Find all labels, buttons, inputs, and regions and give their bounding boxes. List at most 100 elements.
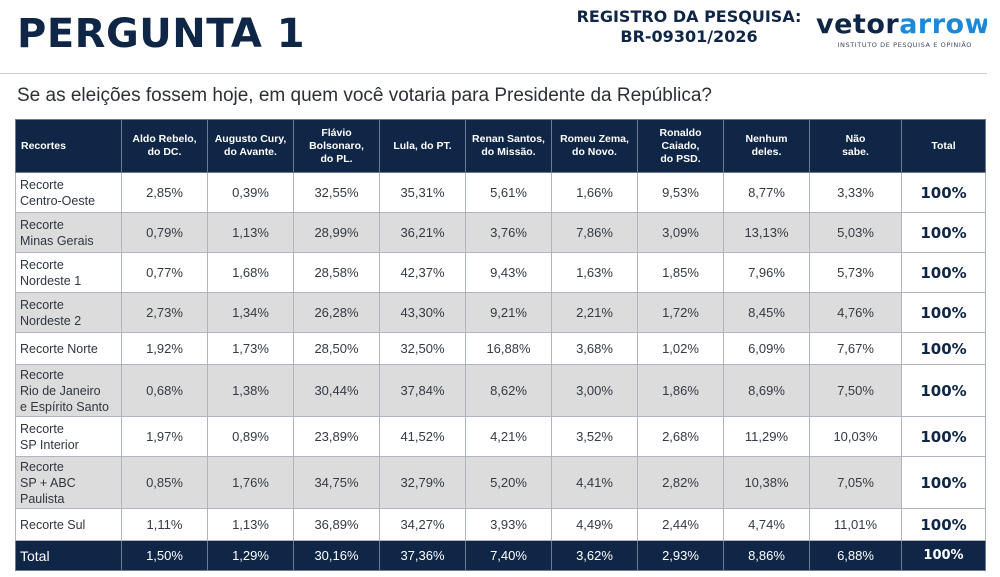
value-cell: 1,66% — [551, 172, 638, 213]
value-cell: 32,50% — [379, 332, 466, 365]
table-row: Recorte SP Interior 1,97% 0,89% 23,89% 41,52… — [15, 416, 986, 457]
column-header: Não sabe. — [809, 119, 902, 173]
column-header: Nenhum deles. — [723, 119, 810, 173]
row-label: Recorte Rio de Janeiro e Espírito Santo — [15, 364, 122, 417]
footer-value-cell: 37,36% — [379, 540, 466, 571]
value-cell: 1,85% — [637, 252, 724, 293]
value-cell: 4,21% — [465, 416, 552, 457]
results-table: Recortes Aldo Rebelo, do DC. Augusto Cury,… — [15, 119, 986, 571]
page-title: PERGUNTA 1 — [17, 11, 306, 57]
column-header: Augusto Cury, do Avante. — [207, 119, 294, 173]
value-cell: 1,72% — [637, 292, 724, 333]
value-cell: 1,13% — [207, 212, 294, 253]
value-cell: 1,34% — [207, 292, 294, 333]
question-text: Se as eleições fossem hoje, em quem você… — [17, 85, 712, 106]
value-cell: 43,30% — [379, 292, 466, 333]
value-cell: 0,77% — [121, 252, 208, 293]
total-cell: 100% — [901, 416, 986, 457]
total-cell: 100% — [901, 508, 986, 541]
footer-value-cell: 1,29% — [207, 540, 294, 571]
value-cell: 5,03% — [809, 212, 902, 253]
total-cell: 100% — [901, 252, 986, 293]
value-cell: 9,53% — [637, 172, 724, 213]
page-edge — [987, 0, 1000, 577]
vetorarrow-logo: vetorarrow INSTITUTO DE PESQUISA E OPINI… — [816, 9, 991, 50]
value-cell: 1,97% — [121, 416, 208, 457]
footer-value-cell: 30,16% — [293, 540, 380, 571]
table-row: Recorte Minas Gerais 0,79% 1,13% 28,99% 36,2… — [15, 212, 986, 253]
value-cell: 3,68% — [551, 332, 638, 365]
value-cell: 7,96% — [723, 252, 810, 293]
logo-subtitle: INSTITUTO DE PESQUISA E OPINIÃO — [837, 41, 972, 49]
value-cell: 7,05% — [809, 456, 902, 509]
value-cell: 1,02% — [637, 332, 724, 365]
value-cell: 5,61% — [465, 172, 552, 213]
value-cell: 4,76% — [809, 292, 902, 333]
column-header: Aldo Rebelo, do DC. — [121, 119, 208, 173]
value-cell: 2,68% — [637, 416, 724, 457]
row-label: Recorte Norte — [15, 332, 122, 365]
row-label: Recorte SP Interior — [15, 416, 122, 457]
value-cell: 34,27% — [379, 508, 466, 541]
value-cell: 9,21% — [465, 292, 552, 333]
value-cell: 42,37% — [379, 252, 466, 293]
value-cell: 7,86% — [551, 212, 638, 253]
value-cell: 2,44% — [637, 508, 724, 541]
value-cell: 1,92% — [121, 332, 208, 365]
value-cell: 3,76% — [465, 212, 552, 253]
value-cell: 8,77% — [723, 172, 810, 213]
total-cell: 100% — [901, 292, 986, 333]
row-label: Recorte Nordeste 2 — [15, 292, 122, 333]
value-cell: 4,41% — [551, 456, 638, 509]
value-cell: 32,79% — [379, 456, 466, 509]
table-row: Recorte Nordeste 2 2,73% 1,34% 26,28% 43,30%… — [15, 292, 986, 333]
value-cell: 10,38% — [723, 456, 810, 509]
footer-value-cell: 7,40% — [465, 540, 552, 571]
footer-value-cell: 8,86% — [723, 540, 810, 571]
value-cell: 3,93% — [465, 508, 552, 541]
value-cell: 8,62% — [465, 364, 552, 417]
value-cell: 1,63% — [551, 252, 638, 293]
value-cell: 11,01% — [809, 508, 902, 541]
value-cell: 5,20% — [465, 456, 552, 509]
row-label: Recorte Minas Gerais — [15, 212, 122, 253]
row-label: Recorte SP + ABC Paulista — [15, 456, 122, 509]
row-label: Recorte Nordeste 1 — [15, 252, 122, 293]
total-cell: 100% — [901, 332, 986, 365]
table-row: Recorte Nordeste 1 0,77% 1,68% 28,58% 42,37%… — [15, 252, 986, 293]
footer-value-cell: 3,62% — [551, 540, 638, 571]
column-header: Flávio Bolsonaro, do PL. — [293, 119, 380, 173]
value-cell: 3,52% — [551, 416, 638, 457]
row-label: Recorte Sul — [15, 508, 122, 541]
value-cell: 1,38% — [207, 364, 294, 417]
value-cell: 0,89% — [207, 416, 294, 457]
registry-label: REGISTRO DA PESQUISA: — [576, 7, 802, 26]
value-cell: 1,86% — [637, 364, 724, 417]
value-cell: 36,89% — [293, 508, 380, 541]
value-cell: 7,50% — [809, 364, 902, 417]
logo-wordmark: vetorarrow — [816, 9, 991, 40]
value-cell: 1,68% — [207, 252, 294, 293]
value-cell: 3,33% — [809, 172, 902, 213]
footer-value-cell: 6,88% — [809, 540, 902, 571]
value-cell: 8,45% — [723, 292, 810, 333]
value-cell: 23,89% — [293, 416, 380, 457]
value-cell: 2,21% — [551, 292, 638, 333]
value-cell: 13,13% — [723, 212, 810, 253]
value-cell: 37,84% — [379, 364, 466, 417]
value-cell: 11,29% — [723, 416, 810, 457]
total-cell: 100% — [901, 456, 986, 509]
registry-number: BR-09301/2026 — [620, 27, 758, 46]
column-header-cuts: Recortes — [15, 119, 122, 173]
value-cell: 16,88% — [465, 332, 552, 365]
value-cell: 30,44% — [293, 364, 380, 417]
value-cell: 8,69% — [723, 364, 810, 417]
table-row: Recorte Sul 1,11% 1,13% 36,89% 34,27% 3,93% 4,… — [15, 508, 986, 541]
footer-value-cell: 2,93% — [637, 540, 724, 571]
total-cell: 100% — [901, 364, 986, 417]
table-row: Recorte Centro-Oeste 2,85% 0,39% 32,55% 35,3… — [15, 172, 986, 213]
value-cell: 7,67% — [809, 332, 902, 365]
table-row: Recorte Norte 1,92% 1,73% 28,50% 32,50% 16,88… — [15, 332, 986, 365]
column-header: Renan Santos, do Missão. — [465, 119, 552, 173]
value-cell: 26,28% — [293, 292, 380, 333]
